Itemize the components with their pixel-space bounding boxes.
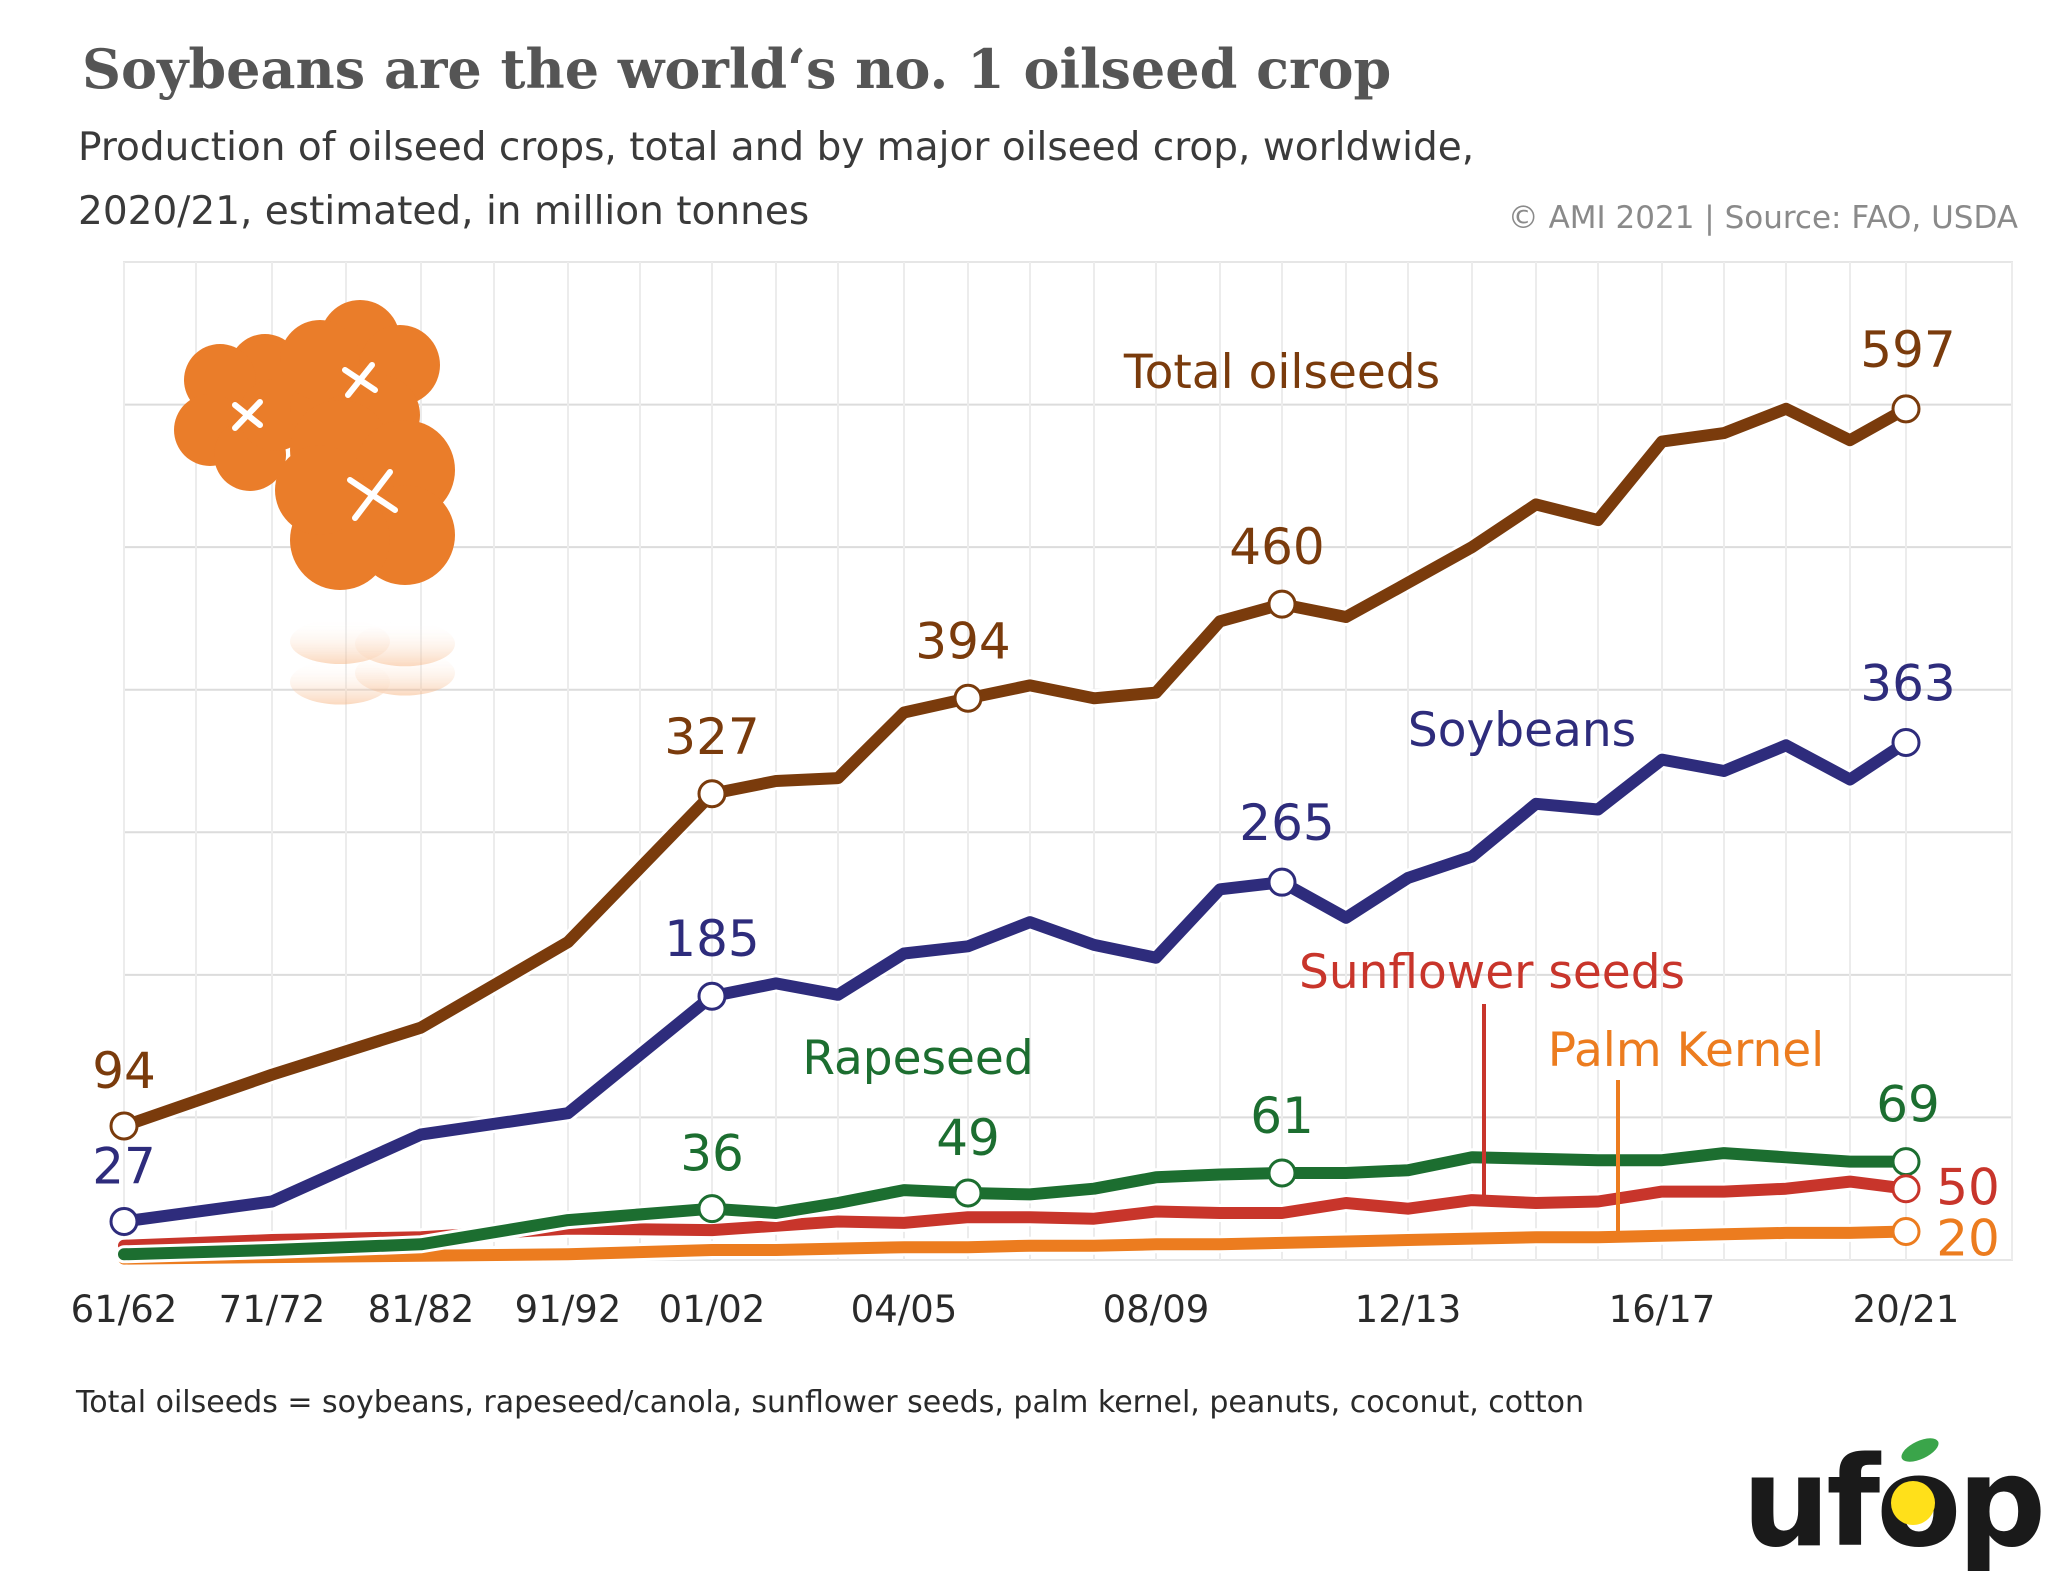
data-point-marker [1891, 1216, 1921, 1246]
data-point-marker [953, 1178, 983, 1208]
data-point-marker [697, 981, 727, 1011]
x-tick-label: 20/21 [1853, 1288, 1960, 1331]
series-layer [115, 399, 1915, 1268]
source-note: © AMI 2021 | Source: FAO, USDA [1508, 200, 2018, 236]
series-line-rapeseed [118, 1147, 1912, 1261]
data-point-marker [1891, 727, 1921, 757]
data-label: 36 [680, 1125, 744, 1183]
data-label: 61 [1250, 1087, 1314, 1145]
data-point-marker [1267, 867, 1297, 897]
data-label: 460 [1229, 518, 1324, 576]
x-tick-label: 61/62 [71, 1288, 178, 1331]
data-point-marker [1267, 1158, 1297, 1188]
series-name-label: Rapeseed [802, 1031, 1033, 1086]
flower-icon [174, 300, 455, 705]
chart-subtitle-line2: 2020/21, estimated, in million tonnes [78, 189, 809, 234]
chart-title: Soybeans are the world‘s no. 1 oilseed c… [82, 37, 1391, 101]
series-name-label: Total oilseeds [1123, 345, 1440, 400]
data-label: 185 [664, 910, 759, 968]
x-tick-label: 91/92 [515, 1288, 622, 1331]
x-tick-label: 01/02 [659, 1288, 766, 1331]
data-label: 49 [936, 1109, 1000, 1167]
data-point-marker [697, 779, 727, 809]
data-label: 27 [92, 1138, 156, 1196]
data-point-marker [1891, 1147, 1921, 1177]
orange-flower-cluster-icon [174, 300, 455, 705]
logo-leaf-icon [1901, 1438, 1939, 1462]
series-line-total-oilseeds [118, 402, 1912, 1132]
data-label: 363 [1860, 654, 1955, 712]
data-point-marker [109, 1207, 139, 1237]
x-tick-label: 16/17 [1609, 1288, 1716, 1331]
series-line-sunflower-seeds [118, 1175, 1912, 1252]
logo-lemon-icon [1891, 1481, 1935, 1525]
data-point-marker [109, 1111, 139, 1141]
x-tick-label: 04/05 [851, 1288, 958, 1331]
data-label: 50 [1936, 1159, 2000, 1217]
series-line-palm-kernel [118, 1225, 1912, 1265]
x-tick-label: 08/09 [1103, 1288, 1210, 1331]
chart-subtitle-line1: Production of oilseed crops, total and b… [78, 125, 1474, 170]
series-line-soybeans [118, 736, 1912, 1228]
x-axis-tick-labels: 61/62 71/72 81/82 91/92 01/02 04/05 08/09 12/13… [71, 1288, 1960, 1331]
data-point-marker [1267, 589, 1297, 619]
footnote: Total oilseeds = soybeans, rapeseed/cano… [75, 1385, 1584, 1420]
data-point-marker [953, 683, 983, 713]
data-point-marker [1891, 394, 1921, 424]
data-label: 597 [1860, 321, 1955, 379]
x-tick-label: 12/13 [1355, 1288, 1462, 1331]
ufop-logo: ufop [1742, 1431, 2046, 1575]
data-label: 265 [1239, 794, 1334, 852]
data-label: 94 [92, 1042, 156, 1100]
data-label: 69 [1876, 1076, 1940, 1134]
data-label: 327 [664, 708, 759, 766]
series-name-label: Soybeans [1408, 703, 1636, 758]
series-name-label: Sunflower seeds [1299, 945, 1685, 1000]
series-name-label: Palm Kernel [1548, 1023, 1824, 1078]
data-point-marker [697, 1194, 727, 1224]
data-point-marker [1891, 1174, 1921, 1204]
data-label: 20 [1936, 1209, 2000, 1267]
x-tick-label: 71/72 [219, 1288, 326, 1331]
data-label: 394 [915, 612, 1010, 670]
x-tick-label: 81/82 [368, 1288, 475, 1331]
